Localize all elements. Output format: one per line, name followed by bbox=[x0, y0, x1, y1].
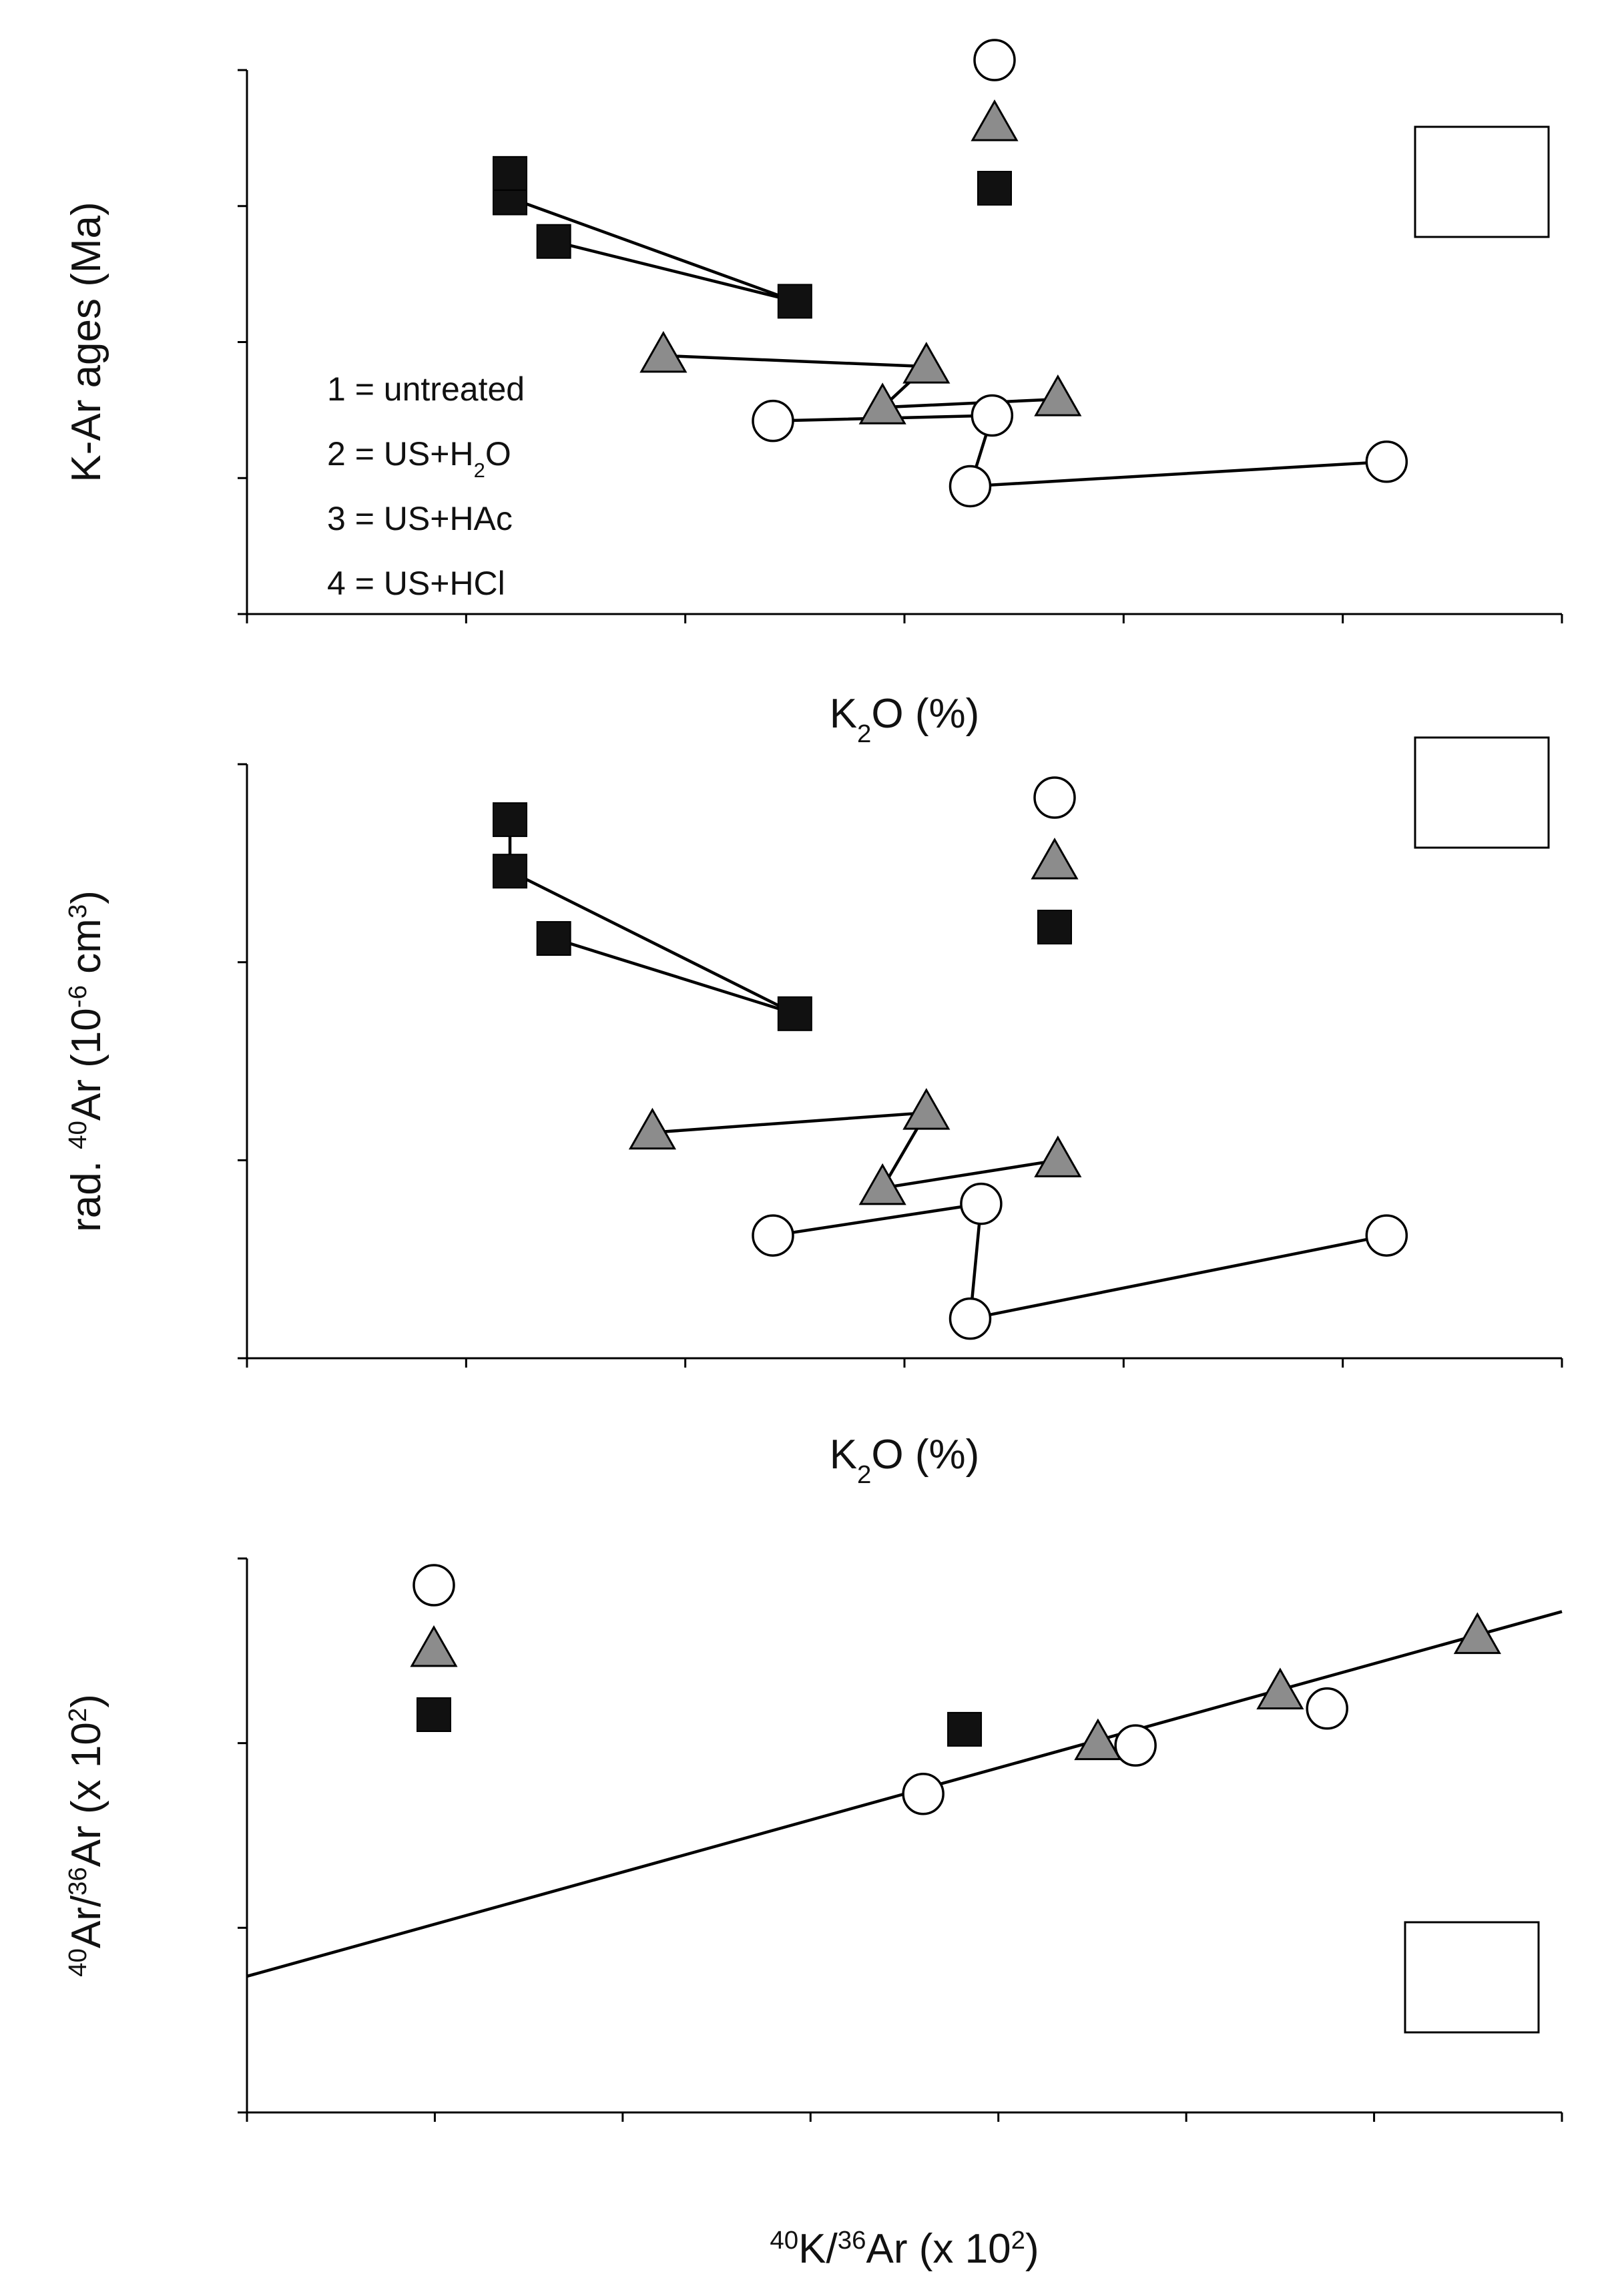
series-line-sample-l7 bbox=[772, 1201, 1387, 1321]
y-axis-title: 40Ar/36Ar (x 102) bbox=[63, 1694, 110, 1977]
data-point-triangle bbox=[1034, 374, 1082, 416]
x-axis-title: K2O (%) bbox=[830, 691, 980, 748]
data-point-triangle bbox=[639, 330, 688, 373]
data-point-circle bbox=[1365, 1214, 1408, 1257]
legend bbox=[410, 1564, 458, 1732]
legend-symbol-circle bbox=[973, 39, 1016, 81]
legend-symbol-circle bbox=[413, 1564, 455, 1607]
data-point-circle bbox=[949, 1297, 992, 1340]
treatment-note: 1 = untreated bbox=[327, 370, 525, 408]
series-line-sample-l8 bbox=[652, 1111, 1059, 1190]
data-point-circle bbox=[752, 1214, 794, 1257]
legend-symbol-circle bbox=[1033, 776, 1076, 819]
panel-B: K2O (%) K-Ar ages (Ma) 1 = untreated 2 = US… bbox=[63, 39, 1563, 748]
data-point-square bbox=[777, 996, 812, 1031]
data-point-square bbox=[493, 854, 527, 889]
data-point-square bbox=[536, 921, 571, 956]
series-line-sample-l10 bbox=[508, 820, 796, 1015]
data-point-triangle bbox=[858, 1163, 906, 1205]
data-point-circle bbox=[960, 1182, 1003, 1225]
data-point-square bbox=[493, 156, 527, 191]
panel-label-box bbox=[1414, 736, 1550, 849]
x-axis-title: K2O (%) bbox=[830, 1432, 980, 1489]
data-point-square bbox=[536, 224, 571, 259]
data-point-circle bbox=[1306, 1687, 1348, 1730]
y-axis-title: rad. 40Ar (10-6 cm3) bbox=[63, 890, 110, 1232]
data-point-square bbox=[777, 284, 812, 319]
series-line-sample-l7 bbox=[772, 414, 1387, 488]
series-line-sample-l8 bbox=[663, 354, 1058, 409]
data-point-triangle bbox=[628, 1107, 676, 1150]
legend-symbol-square bbox=[1037, 910, 1072, 944]
legend-symbol-square bbox=[977, 171, 1012, 206]
data-point-square bbox=[947, 1711, 983, 1747]
legend-symbol-square bbox=[417, 1697, 451, 1732]
legend-symbol-triangle bbox=[1031, 837, 1079, 880]
treatment-note: 4 = US+HCl bbox=[327, 565, 505, 602]
panel-label-box bbox=[1404, 1921, 1540, 2034]
panel-label-box bbox=[1414, 125, 1550, 238]
data-point-triangle bbox=[1034, 1135, 1082, 1177]
data-point-triangle bbox=[1256, 1667, 1304, 1710]
data-point-triangle bbox=[902, 342, 951, 384]
data-point-circle bbox=[949, 465, 992, 508]
data-point-triangle bbox=[902, 1088, 951, 1130]
data-point-circle bbox=[752, 399, 794, 443]
legend-symbol-triangle bbox=[971, 99, 1019, 141]
legend bbox=[1031, 776, 1079, 944]
data-point-circle bbox=[902, 1773, 945, 1815]
x-axis-title: 40K/36Ar (x 102) bbox=[770, 2226, 1039, 2273]
data-point-triangle bbox=[858, 382, 906, 424]
data-point-square bbox=[493, 802, 527, 838]
data-point-circle bbox=[971, 394, 1014, 437]
treatment-note: 3 = US+HAc bbox=[327, 500, 513, 537]
data-point-circle bbox=[1114, 1724, 1157, 1767]
panel-A: K2O (%) rad. 40Ar (10-6 cm3) bbox=[63, 736, 1563, 1489]
y-axis-title: K-Ar ages (Ma) bbox=[63, 202, 109, 482]
data-point-triangle bbox=[1453, 1612, 1501, 1655]
data-point-triangle bbox=[1074, 1718, 1122, 1761]
treatment-note: 2 = US+H2O bbox=[327, 435, 511, 482]
legend-symbol-triangle bbox=[410, 1625, 458, 1667]
panel-C: 40K/36Ar (x 102) 40Ar/36Ar (x 102) bbox=[63, 1557, 1563, 2273]
data-point-circle bbox=[1365, 441, 1408, 483]
legend bbox=[971, 39, 1019, 206]
